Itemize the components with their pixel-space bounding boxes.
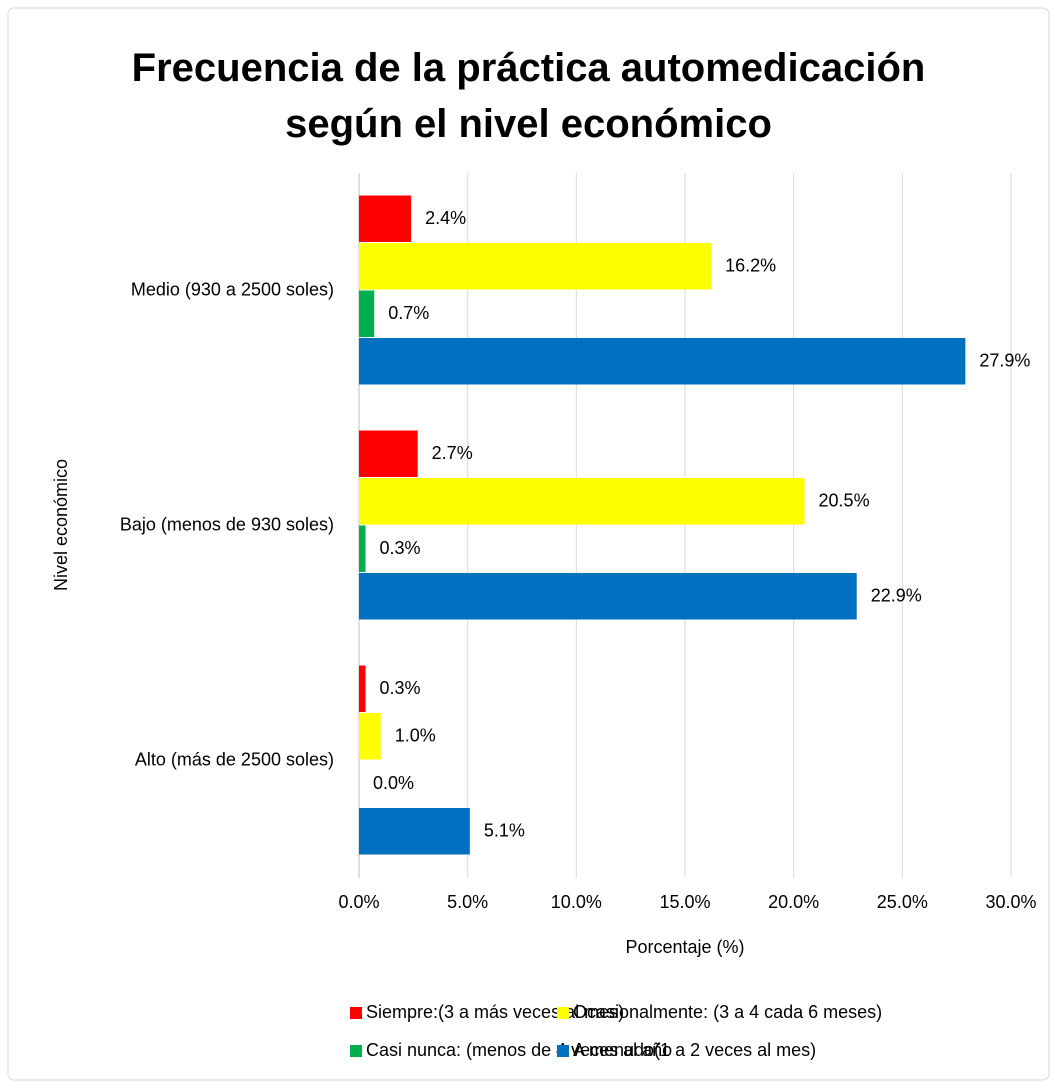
bar xyxy=(359,478,805,525)
value-label: 20.5% xyxy=(819,491,870,511)
x-tick-label: 20.0% xyxy=(768,892,819,912)
bar xyxy=(359,525,366,572)
bar xyxy=(359,573,857,620)
value-label: 1.0% xyxy=(395,726,436,746)
y-tick-label: Bajo (menos de 930 soles) xyxy=(120,514,334,534)
bar xyxy=(359,195,412,242)
bar xyxy=(359,338,966,385)
y-tick-label: Alto (más de 2500 soles) xyxy=(135,749,334,769)
legend-label: A menudo(1 a 2 veces al mes) xyxy=(573,1040,816,1060)
x-tick-label: 0.0% xyxy=(338,892,379,912)
x-tick-label: 5.0% xyxy=(447,892,488,912)
x-tick-label: 25.0% xyxy=(877,892,928,912)
y-axis-label: Nivel económico xyxy=(51,459,71,591)
bar xyxy=(359,808,470,855)
x-axis-label: Porcentaje (%) xyxy=(625,937,744,957)
value-label: 2.4% xyxy=(425,208,466,228)
legend-label: Ocasionalmente: (3 a 4 cada 6 meses) xyxy=(573,1002,882,1022)
x-tick-label: 15.0% xyxy=(659,892,710,912)
legend-swatch xyxy=(557,1045,569,1057)
value-label: 16.2% xyxy=(725,256,776,276)
bar xyxy=(359,290,375,337)
value-label: 5.1% xyxy=(484,821,525,841)
value-label: 22.9% xyxy=(871,586,922,606)
legend-swatch xyxy=(557,1007,569,1019)
value-label: 0.3% xyxy=(380,538,421,558)
legend-swatch xyxy=(350,1045,362,1057)
bar xyxy=(359,713,381,760)
x-tick-label: 30.0% xyxy=(985,892,1036,912)
legend-label: Casi nunca: (menos de 4 veces al año xyxy=(366,1040,672,1060)
chart-border xyxy=(7,7,1050,1081)
value-label: 0.3% xyxy=(380,678,421,698)
x-tick-label: 10.0% xyxy=(551,892,602,912)
value-label: 27.9% xyxy=(979,351,1030,371)
value-label: 2.7% xyxy=(432,443,473,463)
bar xyxy=(359,243,712,290)
chart-title: Frecuencia de la práctica automedicación… xyxy=(131,46,926,146)
legend-swatch xyxy=(350,1007,362,1019)
value-label: 0.0% xyxy=(373,773,414,793)
bar xyxy=(359,430,418,477)
bar xyxy=(359,665,366,712)
value-label: 0.7% xyxy=(388,303,429,323)
y-tick-label: Medio (930 a 2500 soles) xyxy=(131,279,334,299)
